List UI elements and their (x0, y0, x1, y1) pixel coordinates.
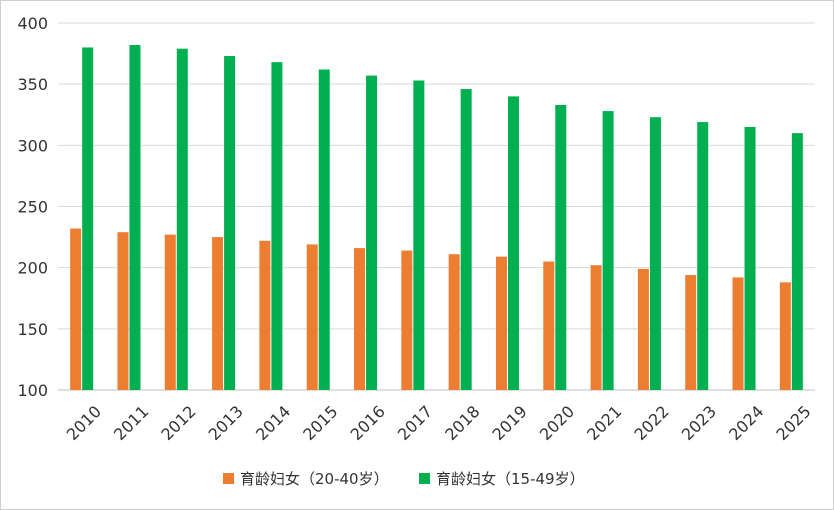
bar-series1-2010 (70, 228, 82, 390)
bar-series2-2020 (555, 104, 567, 391)
x-tick-label: 2012 (157, 402, 199, 444)
x-tick-label: 2010 (63, 402, 105, 444)
bar-series1-2021 (590, 265, 602, 390)
bar-series2-2019 (507, 96, 519, 391)
legend-swatch-1 (223, 473, 234, 484)
x-tick-label: 2018 (441, 402, 483, 444)
x-tick-label: 2016 (347, 402, 389, 444)
bar-series2-2021 (602, 111, 614, 390)
bar-series1-2025 (779, 282, 791, 390)
x-tick-label: 2023 (678, 402, 720, 444)
bar-series2-2023 (697, 122, 709, 390)
bar-series1-2014 (259, 240, 271, 390)
bar-series1-2020 (543, 261, 555, 390)
bar-series1-2018 (448, 254, 460, 390)
legend-label-1: 育龄妇女（20-40岁） (240, 470, 389, 488)
bar-series2-2012 (176, 48, 188, 390)
bar-series1-2011 (117, 232, 129, 390)
bar-series2-2016 (366, 75, 378, 390)
bar-series2-2015 (318, 69, 330, 390)
x-axis-ticks: 2010 2011 2012 2013 2014 2015 2016 2017 2018 2019… (63, 402, 815, 444)
bar-series2-2010 (82, 47, 94, 390)
x-tick-label: 2015 (299, 402, 341, 444)
bar-series2-2022 (649, 117, 661, 391)
x-tick-label: 2024 (725, 402, 767, 444)
x-tick-label: 2022 (630, 402, 672, 444)
bar-series2-2013 (224, 56, 236, 390)
y-tick-label: 200 (17, 259, 48, 278)
bar-series1-2019 (495, 256, 507, 390)
legend: 育龄妇女（20-40岁） 育龄妇女（15-49岁） (223, 470, 585, 488)
y-tick-label: 150 (17, 320, 48, 339)
y-tick-label: 400 (17, 14, 48, 33)
x-tick-label: 2021 (583, 402, 625, 444)
bar-series1-2017 (401, 250, 413, 390)
bars (70, 45, 803, 391)
bar-series1-2016 (354, 248, 366, 390)
bar-series1-2015 (306, 244, 318, 390)
legend-swatch-2 (419, 473, 430, 484)
bar-series1-2013 (212, 237, 224, 390)
y-axis-ticks: 100 150 200 250 300 350 400 (17, 14, 48, 400)
x-tick-label: 2019 (489, 402, 531, 444)
bar-series2-2024 (744, 126, 756, 390)
x-tick-label: 2014 (252, 402, 294, 444)
bar-series2-2025 (791, 133, 803, 390)
bar-series1-2023 (685, 275, 697, 390)
y-tick-label: 100 (17, 381, 48, 400)
bar-series2-2011 (129, 45, 141, 391)
y-tick-label: 300 (17, 136, 48, 155)
bar-series1-2024 (732, 277, 744, 390)
bar-series2-2018 (460, 89, 472, 390)
y-tick-label: 350 (17, 75, 48, 94)
x-tick-label: 2011 (110, 402, 152, 444)
bar-series1-2022 (637, 268, 649, 390)
x-tick-label: 2020 (536, 402, 578, 444)
legend-label-2: 育龄妇女（15-49岁） (436, 470, 585, 488)
bar-series1-2012 (164, 234, 176, 390)
x-tick-label: 2017 (394, 402, 436, 444)
x-tick-label: 2025 (772, 402, 814, 444)
y-tick-label: 250 (17, 198, 48, 217)
bar-series2-2014 (271, 62, 283, 390)
x-tick-label: 2013 (205, 402, 247, 444)
bar-series2-2017 (413, 80, 425, 390)
